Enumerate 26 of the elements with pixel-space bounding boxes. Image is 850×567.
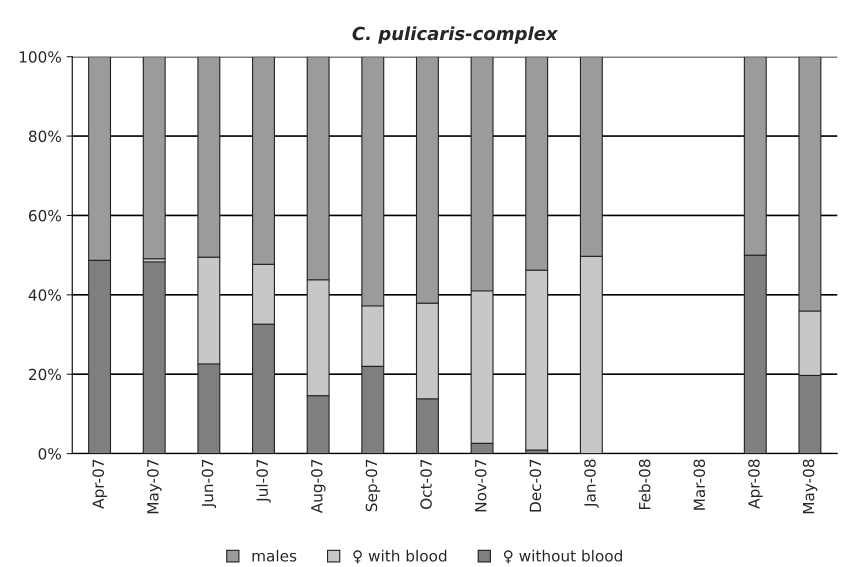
y-tick-label: 60% [28,210,61,222]
x-tick-label: Apr-07 [92,460,107,509]
x-tick-label: Sep-07 [366,460,380,512]
x-tick-label: Dec-07 [530,460,542,512]
bar [142,56,166,260]
legend-label: males [252,550,296,562]
legend-label: ♀ with blood [353,550,446,564]
x-tick-label: Aug-07 [311,460,326,514]
x-tick-label: Feb-08 [638,460,650,509]
y-tick-label: 20% [28,368,61,380]
x-tick-label: Mar-08 [694,460,706,510]
x-tick-label: Nov-07 [474,460,487,512]
y-tick-label: 80% [28,130,61,142]
x-tick-label: Jan-08 [584,460,599,508]
x-tick-label: Apr-08 [748,460,763,509]
x-tick-label: May-07 [147,460,162,514]
x-tick-label: Jun-07 [202,460,216,508]
x-tick-label: May-08 [802,460,818,514]
y-tick-label: 0% [38,448,61,460]
x-tick-label: Jul-07 [256,460,271,503]
legend-label: ♀ without blood [504,550,622,564]
y-tick-label: 100% [20,51,61,63]
y-tick-label: 40% [28,289,61,301]
x-tick-label: Oct-07 [420,460,432,509]
chart-title: C. pulicaris-complex [352,26,558,44]
bar [142,261,166,454]
